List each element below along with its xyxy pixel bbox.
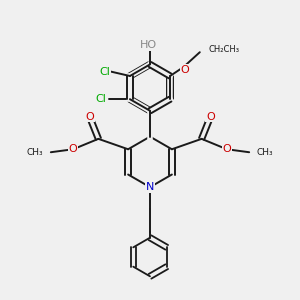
Text: O: O [69,144,77,154]
Text: N: N [146,182,154,192]
Text: O: O [206,112,215,122]
Text: O: O [85,112,94,122]
Text: CH₃: CH₃ [27,148,44,157]
Text: O: O [223,144,231,154]
Text: CH₃: CH₃ [256,148,273,157]
Text: Cl: Cl [100,67,111,76]
Text: CH₂CH₃: CH₂CH₃ [209,45,240,54]
Text: HO: HO [140,40,157,50]
Text: Cl: Cl [95,94,106,104]
Text: O: O [181,65,189,75]
